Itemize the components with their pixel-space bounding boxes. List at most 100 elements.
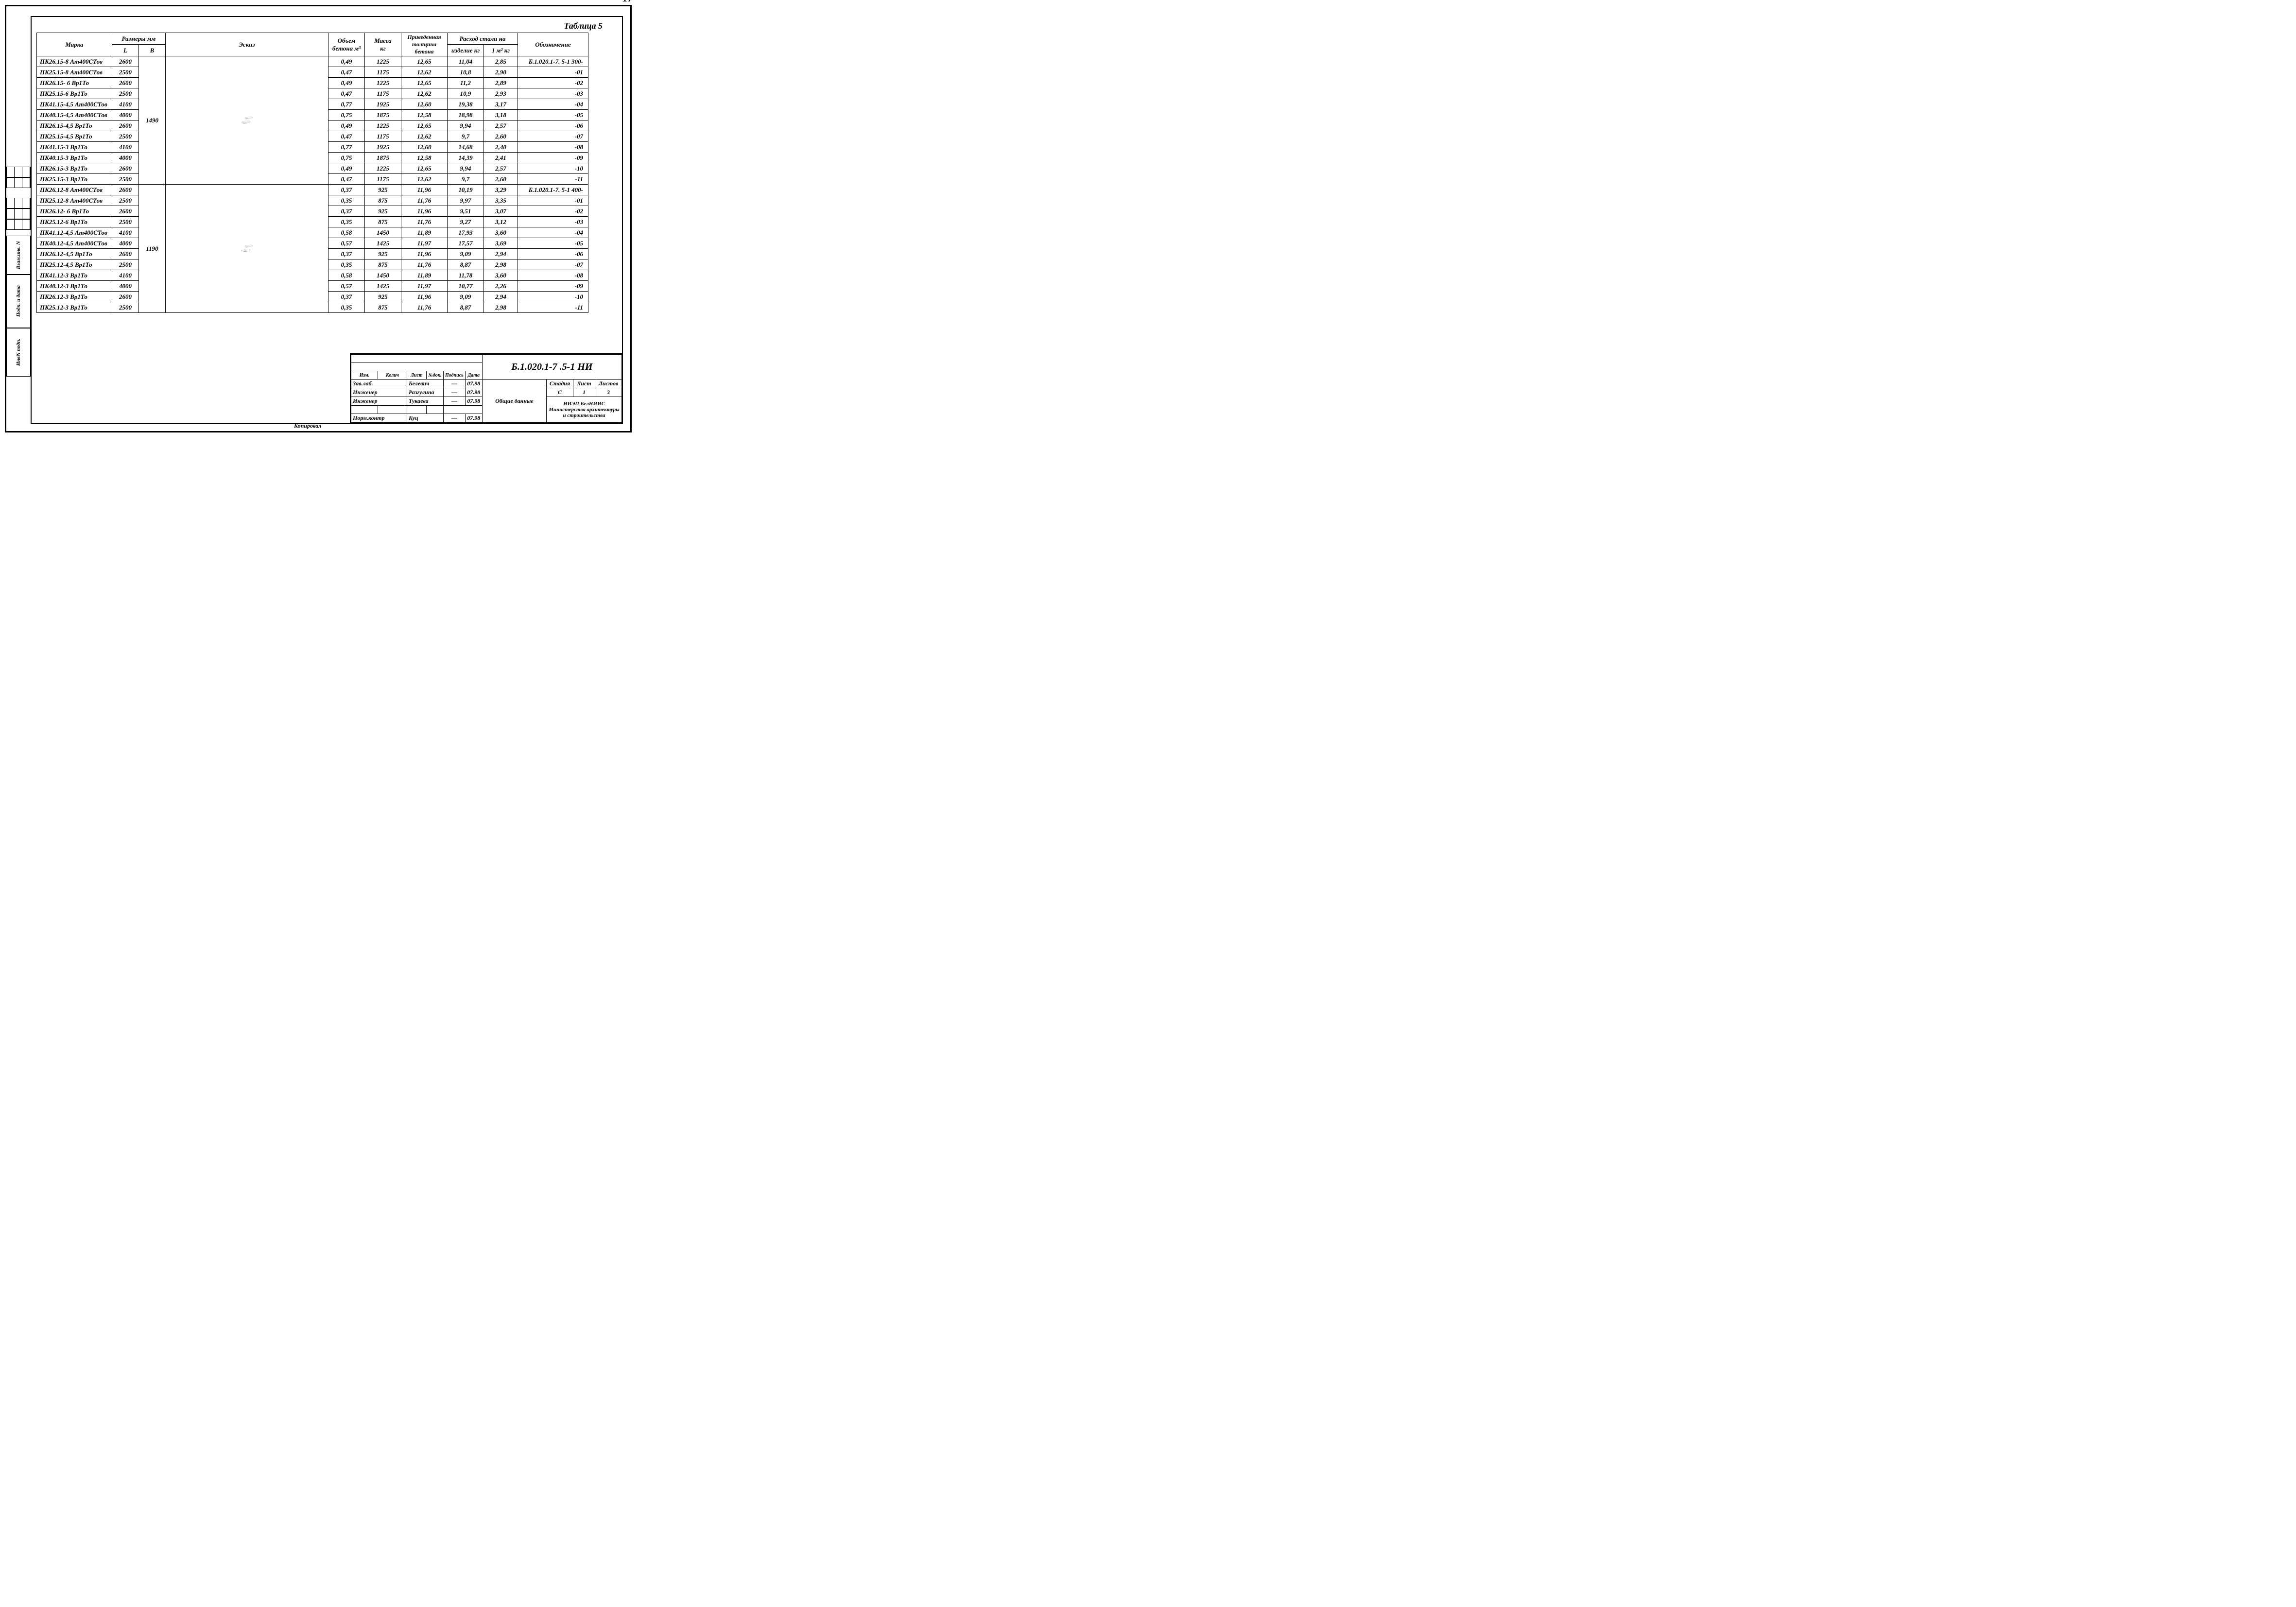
cell-s2: 2,57 <box>484 121 518 131</box>
role-name: Белевич <box>407 380 444 388</box>
cell-s2: 2,26 <box>484 281 518 292</box>
col-l: L <box>112 45 139 56</box>
cell-th: 11,97 <box>401 281 448 292</box>
sheet: 1 <box>573 388 595 397</box>
main-table: Марка Размеры мм Эскиз Объем бетона м³ М… <box>36 33 588 313</box>
role-name: Разгулина <box>407 388 444 397</box>
cell-vol: 0,58 <box>328 270 365 281</box>
cell-s2: 3,69 <box>484 238 518 249</box>
cell-s1: 10,9 <box>448 88 484 99</box>
role-label: Зав.лаб. <box>351 380 407 388</box>
role-label: Инженер <box>351 388 407 397</box>
cell-th: 12,65 <box>401 78 448 88</box>
left-binding-stubs: Взам.инв. N Подп. и дата ИнвN подп. <box>6 167 31 431</box>
cell-mark: ПК26.15-8 Ат400СТов <box>37 56 112 67</box>
footer-note: Копировал <box>294 422 321 430</box>
cell-th: 12,65 <box>401 121 448 131</box>
cell-vol: 0,57 <box>328 238 365 249</box>
cell-th: 11,96 <box>401 292 448 302</box>
cell-vol: 0,37 <box>328 206 365 217</box>
cell-mark: ПК25.12-8 Ат400СТов <box>37 195 112 206</box>
org3: и строительства <box>548 413 620 418</box>
drawing-sheet: 17 Взам.инв. N Подп. и дата ИнвN подп. Т… <box>5 5 632 432</box>
role-sign: — <box>444 414 466 423</box>
cell-mark: ПК25.12-6 Вр1То <box>37 217 112 227</box>
cell-s1: 9,97 <box>448 195 484 206</box>
cell-vol: 0,37 <box>328 292 365 302</box>
cell-mass: 1425 <box>365 238 401 249</box>
cell-s1: 10,8 <box>448 67 484 78</box>
org1: НИЭП БелНИИС <box>548 401 620 407</box>
sheets-h: Листов <box>595 380 622 388</box>
cell-s2: 3,12 <box>484 217 518 227</box>
cell-mass: 925 <box>365 292 401 302</box>
cell-mass: 1925 <box>365 99 401 110</box>
side-label-podp: Подп. и дата <box>6 275 31 328</box>
table-title: Таблица 5 <box>564 21 603 31</box>
cell-vol: 0,35 <box>328 302 365 313</box>
cell-vol: 0,75 <box>328 153 365 163</box>
cell-s1: 10,19 <box>448 185 484 195</box>
cell-mark: ПК26.15-3 Вр1То <box>37 163 112 174</box>
cell-vol: 0,58 <box>328 227 365 238</box>
cell-mass: 875 <box>365 302 401 313</box>
cell-vol: 0,57 <box>328 281 365 292</box>
cell-des: -05 <box>518 238 588 249</box>
cell-l: 2500 <box>112 195 139 206</box>
cell-mass: 1225 <box>365 78 401 88</box>
cell-s1: 8,87 <box>448 259 484 270</box>
sketch-svg: L B 220 <box>166 243 328 254</box>
cell-vol: 0,77 <box>328 99 365 110</box>
cell-th: 12,62 <box>401 67 448 78</box>
col-mass: Масса кг <box>365 33 401 56</box>
cell-mass: 1175 <box>365 174 401 185</box>
cell-th: 11,76 <box>401 302 448 313</box>
cell-mark: ПК40.15-3 Вр1То <box>37 153 112 163</box>
cell-s1: 17,93 <box>448 227 484 238</box>
cell-mass: 925 <box>365 249 401 259</box>
cell-des: -11 <box>518 174 588 185</box>
cell-s2: 2,41 <box>484 153 518 163</box>
cell-s2: 3,18 <box>484 110 518 121</box>
stage: С <box>547 388 573 397</box>
cell-s1: 8,87 <box>448 302 484 313</box>
cell-mark: ПК25.15-3 Вр1То <box>37 174 112 185</box>
cell-des: -02 <box>518 206 588 217</box>
sheet-h: Лист <box>573 380 595 388</box>
page-number: 17 <box>622 0 633 4</box>
cell-l: 2600 <box>112 78 139 88</box>
cell-mark: ПК40.12-3 Вр1То <box>37 281 112 292</box>
cell-mass: 1175 <box>365 88 401 99</box>
cell-mass: 925 <box>365 206 401 217</box>
cell-vol: 0,35 <box>328 217 365 227</box>
cell-l: 4000 <box>112 110 139 121</box>
cell-th: 12,60 <box>401 99 448 110</box>
cell-vol: 0,37 <box>328 185 365 195</box>
cell-des: -01 <box>518 195 588 206</box>
cell-th: 12,58 <box>401 153 448 163</box>
sketch-svg: L B 220 <box>166 115 328 125</box>
cell-s2: 2,60 <box>484 131 518 142</box>
role-date: 07.98 <box>465 397 482 406</box>
cell-des: -03 <box>518 88 588 99</box>
cell-s1: 11,04 <box>448 56 484 67</box>
cell-vol: 0,35 <box>328 195 365 206</box>
col-steel-item: изделие кг <box>448 45 484 56</box>
cell-th: 11,96 <box>401 185 448 195</box>
cell-mass: 1175 <box>365 131 401 142</box>
col-dims: Размеры мм <box>112 33 166 45</box>
role-date: 07.98 <box>465 388 482 397</box>
cell-s2: 3,60 <box>484 227 518 238</box>
rev-header-cell: №док. <box>427 371 444 380</box>
cell-s1: 9,09 <box>448 249 484 259</box>
cell-mass: 1450 <box>365 227 401 238</box>
cell-mark: ПК26.12-8 Ат400СТов <box>37 185 112 195</box>
cell-des: -09 <box>518 153 588 163</box>
cell-l: 2500 <box>112 302 139 313</box>
col-steel-m2: 1 м² кг <box>484 45 518 56</box>
cell-vol: 0,49 <box>328 78 365 88</box>
cell-mark: ПК40.12-4,5 Ат400СТов <box>37 238 112 249</box>
rev-header-cell: Подпись <box>444 371 466 380</box>
cell-l: 4000 <box>112 238 139 249</box>
title-block: Б.1.020.1-7 .5-1 НИ Изм.КоличЛист№док.По… <box>350 353 622 423</box>
